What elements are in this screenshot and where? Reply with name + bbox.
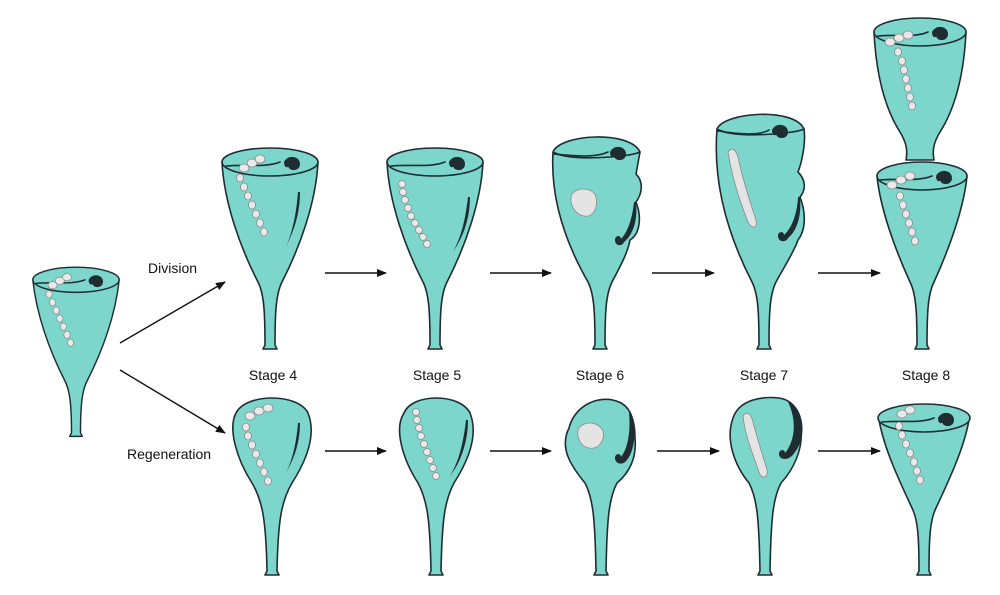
regeneration-stage-8-cell xyxy=(877,403,971,576)
stage-label: Stage 7 xyxy=(740,367,788,383)
division-stage-6-cell xyxy=(551,136,643,350)
division-stage-4-cell xyxy=(221,147,319,350)
regeneration-arrow xyxy=(119,369,226,434)
regeneration-stage-4-cell xyxy=(232,397,312,576)
stage-label: Stage 5 xyxy=(413,367,461,383)
regeneration-stage-6-cell xyxy=(564,398,637,576)
stage-label: Stage 4 xyxy=(249,367,297,383)
division-stage-8-upper-cell xyxy=(873,17,967,161)
stage-label: Stage 8 xyxy=(902,367,950,383)
division-label: Division xyxy=(148,260,197,276)
division-stage-8-lower-cell xyxy=(876,161,968,350)
division-arrow xyxy=(119,281,226,344)
regeneration-stage-7-cell xyxy=(729,396,803,576)
initial-cell xyxy=(32,266,120,438)
regeneration-label: Regeneration xyxy=(127,446,211,462)
division-stage-5-cell xyxy=(386,147,484,350)
stage-label: Stage 6 xyxy=(576,367,624,383)
division-stage-7-cell xyxy=(715,113,806,350)
regeneration-stage-5-cell xyxy=(398,397,474,576)
